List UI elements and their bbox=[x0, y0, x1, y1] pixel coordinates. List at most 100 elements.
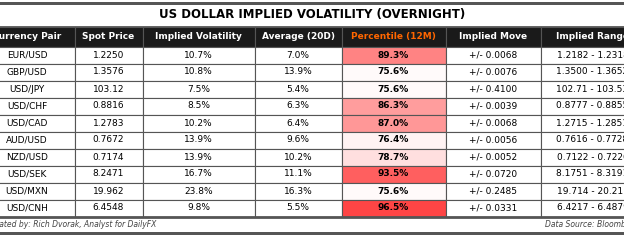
Bar bbox=[0, 149, 74, 165]
Text: +/- 0.0720: +/- 0.0720 bbox=[469, 169, 517, 179]
Text: 86.3%: 86.3% bbox=[378, 102, 409, 110]
Text: +/- 0.0052: +/- 0.0052 bbox=[469, 153, 517, 161]
Text: 87.0%: 87.0% bbox=[378, 118, 409, 128]
Text: 78.7%: 78.7% bbox=[378, 153, 409, 161]
Bar bbox=[341, 98, 446, 114]
Text: GBP/USD: GBP/USD bbox=[7, 67, 47, 77]
Text: 9.6%: 9.6% bbox=[286, 136, 310, 145]
Text: 1.2182 - 1.2318: 1.2182 - 1.2318 bbox=[557, 51, 624, 59]
Text: USD/CNH: USD/CNH bbox=[6, 204, 48, 212]
Text: Average (20D): Average (20D) bbox=[261, 32, 334, 41]
Text: 8.5%: 8.5% bbox=[187, 102, 210, 110]
Bar bbox=[142, 200, 255, 216]
Text: AUD/USD: AUD/USD bbox=[6, 136, 48, 145]
Text: 16.3%: 16.3% bbox=[284, 187, 313, 196]
Bar bbox=[540, 114, 624, 132]
Bar bbox=[446, 165, 540, 183]
Text: USD/CAD: USD/CAD bbox=[6, 118, 47, 128]
Text: Implied Range: Implied Range bbox=[556, 32, 624, 41]
Bar bbox=[74, 114, 142, 132]
Text: Spot Price: Spot Price bbox=[82, 32, 135, 41]
Bar bbox=[540, 132, 624, 149]
Text: Percentile (12M): Percentile (12M) bbox=[351, 32, 436, 41]
Bar bbox=[74, 27, 142, 47]
Bar bbox=[255, 63, 341, 81]
Bar bbox=[540, 183, 624, 200]
Text: 0.7174: 0.7174 bbox=[93, 153, 124, 161]
Bar bbox=[255, 47, 341, 63]
Bar bbox=[255, 165, 341, 183]
Text: USD/JPY: USD/JPY bbox=[9, 85, 45, 94]
Bar bbox=[0, 183, 74, 200]
Bar bbox=[341, 81, 446, 98]
Bar bbox=[74, 165, 142, 183]
Bar bbox=[341, 183, 446, 200]
Text: USD/SEK: USD/SEK bbox=[7, 169, 47, 179]
Bar bbox=[142, 63, 255, 81]
Text: 93.5%: 93.5% bbox=[378, 169, 409, 179]
Bar bbox=[341, 114, 446, 132]
Bar bbox=[74, 183, 142, 200]
Text: USD/CHF: USD/CHF bbox=[7, 102, 47, 110]
Text: USD/MXN: USD/MXN bbox=[6, 187, 49, 196]
Text: 1.2715 - 1.2851: 1.2715 - 1.2851 bbox=[557, 118, 624, 128]
Bar bbox=[0, 47, 74, 63]
Bar bbox=[341, 47, 446, 63]
Bar bbox=[255, 132, 341, 149]
Bar bbox=[341, 132, 446, 149]
Text: 1.2783: 1.2783 bbox=[93, 118, 124, 128]
Bar bbox=[0, 132, 74, 149]
Bar bbox=[142, 27, 255, 47]
Bar bbox=[0, 216, 624, 232]
Bar bbox=[255, 149, 341, 165]
Bar bbox=[0, 3, 624, 27]
Text: 0.7122 - 0.7226: 0.7122 - 0.7226 bbox=[557, 153, 624, 161]
Bar bbox=[142, 98, 255, 114]
Text: 103.12: 103.12 bbox=[93, 85, 124, 94]
Text: 7.5%: 7.5% bbox=[187, 85, 210, 94]
Bar bbox=[0, 81, 74, 98]
Bar bbox=[142, 165, 255, 183]
Text: EUR/USD: EUR/USD bbox=[7, 51, 47, 59]
Text: 0.8816: 0.8816 bbox=[93, 102, 124, 110]
Text: 76.4%: 76.4% bbox=[378, 136, 409, 145]
Bar bbox=[446, 98, 540, 114]
Text: 96.5%: 96.5% bbox=[378, 204, 409, 212]
Text: 19.962: 19.962 bbox=[93, 187, 124, 196]
Text: 7.0%: 7.0% bbox=[286, 51, 310, 59]
Text: 8.2471: 8.2471 bbox=[93, 169, 124, 179]
Bar bbox=[142, 81, 255, 98]
Text: Created by: Rich Dvorak, Analyst for DailyFX: Created by: Rich Dvorak, Analyst for Dai… bbox=[0, 220, 156, 229]
Text: NZD/USD: NZD/USD bbox=[6, 153, 48, 161]
Bar bbox=[540, 81, 624, 98]
Text: 6.4548: 6.4548 bbox=[93, 204, 124, 212]
Bar bbox=[446, 27, 540, 47]
Bar bbox=[74, 63, 142, 81]
Bar bbox=[255, 81, 341, 98]
Bar bbox=[446, 114, 540, 132]
Bar bbox=[255, 200, 341, 216]
Bar bbox=[540, 200, 624, 216]
Bar bbox=[255, 183, 341, 200]
Bar bbox=[255, 27, 341, 47]
Bar bbox=[540, 63, 624, 81]
Text: 89.3%: 89.3% bbox=[378, 51, 409, 59]
Text: +/- 0.2485: +/- 0.2485 bbox=[469, 187, 517, 196]
Bar bbox=[74, 132, 142, 149]
Bar bbox=[446, 63, 540, 81]
Bar bbox=[446, 200, 540, 216]
Bar bbox=[0, 165, 74, 183]
Text: 5.5%: 5.5% bbox=[286, 204, 310, 212]
Text: 10.2%: 10.2% bbox=[284, 153, 313, 161]
Bar bbox=[0, 63, 74, 81]
Text: 13.9%: 13.9% bbox=[184, 153, 213, 161]
Bar bbox=[0, 200, 74, 216]
Text: +/- 0.0068: +/- 0.0068 bbox=[469, 118, 517, 128]
Text: 0.8777 - 0.8855: 0.8777 - 0.8855 bbox=[557, 102, 624, 110]
Text: 102.71 - 103.53: 102.71 - 103.53 bbox=[557, 85, 624, 94]
Text: +/- 0.4100: +/- 0.4100 bbox=[469, 85, 517, 94]
Text: 6.3%: 6.3% bbox=[286, 102, 310, 110]
Bar bbox=[74, 81, 142, 98]
Bar bbox=[142, 132, 255, 149]
Text: 9.8%: 9.8% bbox=[187, 204, 210, 212]
